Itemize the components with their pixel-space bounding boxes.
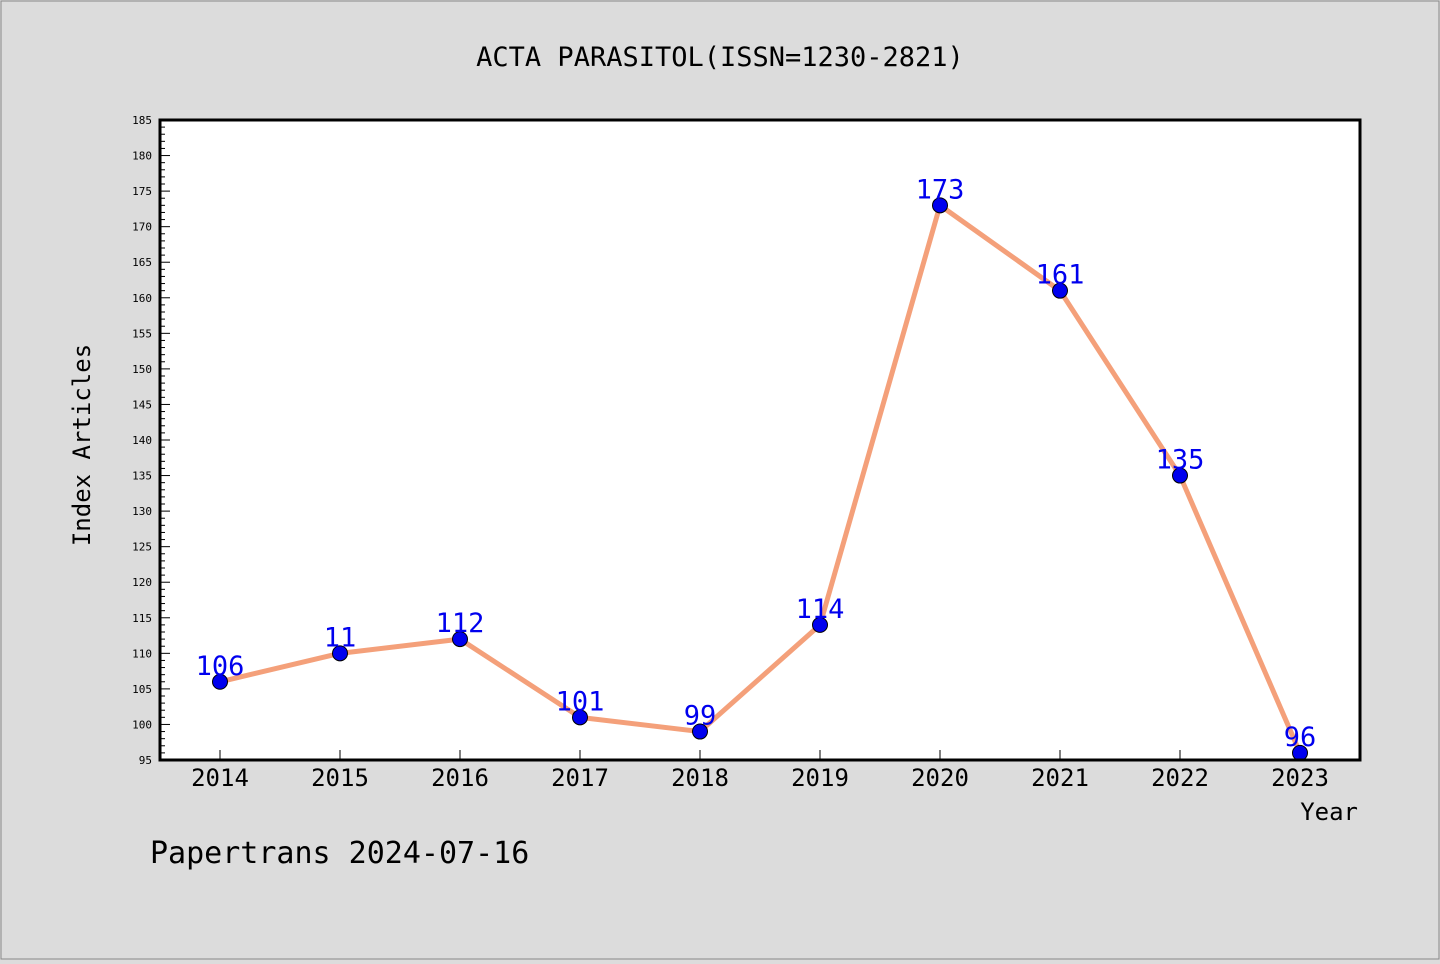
data-point bbox=[332, 645, 348, 662]
data-label: 99 bbox=[684, 701, 717, 732]
y-tick-label: 100 bbox=[132, 718, 152, 731]
series-layer: 106 11 112 101 99 114 173 161 135 96 bbox=[196, 174, 1317, 761]
y-axis: 95 100 105 110 115 120 125 130 135 140 145 150 155 16… bbox=[132, 114, 170, 767]
x-tick-label: 2018 bbox=[671, 764, 729, 792]
x-tick-label: 2016 bbox=[431, 764, 489, 792]
data-point bbox=[212, 673, 228, 690]
y-tick-label: 160 bbox=[132, 292, 152, 305]
y-tick-label: 140 bbox=[132, 434, 152, 447]
footer-text: Papertrans 2024-07-16 bbox=[150, 836, 529, 871]
data-point bbox=[812, 616, 828, 633]
y-tick-label: 110 bbox=[132, 647, 152, 660]
data-point bbox=[1172, 467, 1188, 484]
chart-title: ACTA PARASITOL(ISSN=1230-2821) bbox=[476, 42, 964, 73]
y-tick-label: 145 bbox=[132, 398, 152, 411]
x-tick-label: 2023 bbox=[1271, 764, 1329, 792]
x-tick-label: 2017 bbox=[551, 764, 609, 792]
x-tick-label: 2019 bbox=[791, 764, 849, 792]
data-label: 11 bbox=[324, 622, 357, 653]
y-tick-label: 180 bbox=[132, 150, 152, 163]
y-tick-label: 135 bbox=[132, 470, 152, 483]
y-tick-label: 175 bbox=[132, 185, 152, 198]
y-tick-label: 150 bbox=[132, 363, 152, 376]
data-point bbox=[932, 197, 948, 214]
y-tick-label: 105 bbox=[132, 683, 152, 696]
plot-frame bbox=[158, 118, 1362, 762]
y-tick-label: 125 bbox=[132, 541, 152, 554]
data-label: 173 bbox=[916, 174, 965, 205]
data-point bbox=[452, 631, 468, 648]
y-tick-label: 130 bbox=[132, 505, 152, 518]
data-label: 135 bbox=[1156, 445, 1205, 476]
x-tick-label: 2020 bbox=[911, 764, 969, 792]
x-tick-label: 2014 bbox=[191, 764, 249, 792]
x-axis-label: Year bbox=[1300, 798, 1358, 826]
x-tick-label: 2021 bbox=[1031, 764, 1089, 792]
y-tick-label: 95 bbox=[139, 754, 152, 767]
data-point bbox=[1052, 282, 1068, 299]
y-tick-label: 185 bbox=[132, 114, 152, 127]
x-tick-label: 2015 bbox=[311, 764, 369, 792]
data-point bbox=[572, 709, 588, 726]
data-point bbox=[692, 723, 708, 740]
y-tick-label: 115 bbox=[132, 612, 152, 625]
data-label: 101 bbox=[556, 686, 605, 717]
data-label: 106 bbox=[196, 651, 245, 682]
y-tick-label: 170 bbox=[132, 221, 152, 234]
data-label: 96 bbox=[1284, 722, 1317, 753]
x-tick-label: 2022 bbox=[1151, 764, 1209, 792]
x-axis: 2014 2015 2016 2017 2018 2019 2020 2021 2022 2023 bbox=[191, 750, 1329, 792]
y-tick-label: 120 bbox=[132, 576, 152, 589]
plot-area bbox=[160, 120, 1360, 760]
y-axis-label: Index Articles bbox=[68, 344, 96, 546]
series-line bbox=[217, 202, 1303, 756]
data-label: 161 bbox=[1036, 260, 1085, 291]
y-tick-label: 155 bbox=[132, 327, 152, 340]
y-tick-label: 165 bbox=[132, 256, 152, 269]
data-label: 112 bbox=[436, 608, 485, 639]
data-label: 114 bbox=[796, 594, 845, 625]
